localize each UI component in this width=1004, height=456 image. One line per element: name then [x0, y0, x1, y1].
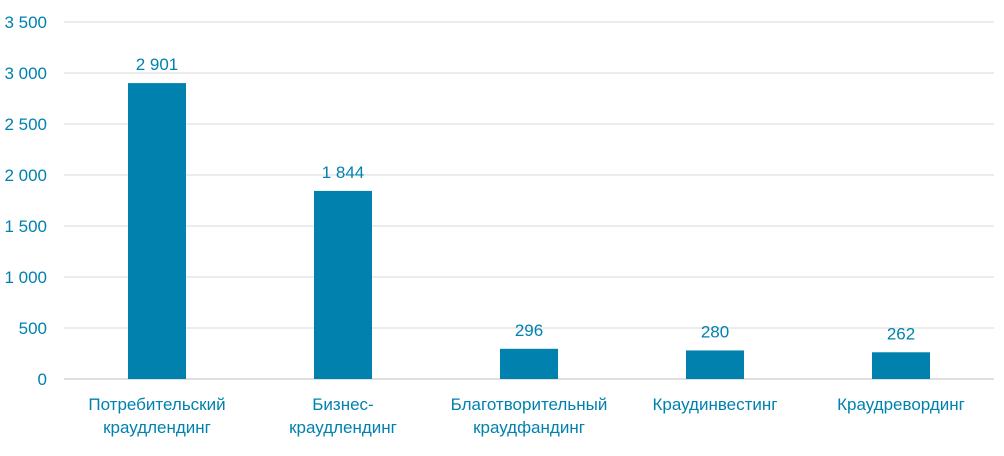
y-tick-label: 3 000: [4, 64, 47, 83]
y-tick-label: 0: [38, 370, 47, 389]
y-tick-label: 3 500: [4, 13, 47, 32]
x-tick-label: Бизнес-: [312, 395, 373, 414]
bar: [314, 190, 372, 379]
data-label: 280: [701, 322, 729, 341]
x-tick-label: краудлендинг: [103, 418, 211, 437]
data-label: 1 844: [322, 163, 365, 182]
bar: [872, 352, 930, 379]
bar: [500, 348, 558, 379]
y-tick-label: 1 000: [4, 268, 47, 287]
x-tick-label: Потребительский: [88, 395, 225, 414]
x-tick-label: Благотворительный: [451, 395, 608, 414]
y-tick-label: 2 000: [4, 166, 47, 185]
data-label: 262: [887, 324, 915, 343]
x-tick-label: краудфандинг: [473, 418, 585, 437]
x-tick-label: краудлендинг: [289, 418, 397, 437]
x-tick-label: Краудревординг: [837, 395, 965, 414]
bar: [686, 350, 744, 379]
y-tick-label: 500: [19, 319, 47, 338]
bar: [128, 83, 186, 380]
data-label: 2 901: [136, 55, 179, 74]
x-tick-label: Краудинвестинг: [652, 395, 777, 414]
y-tick-label: 2 500: [4, 115, 47, 134]
data-label: 296: [515, 321, 543, 340]
y-tick-label: 1 500: [4, 217, 47, 236]
